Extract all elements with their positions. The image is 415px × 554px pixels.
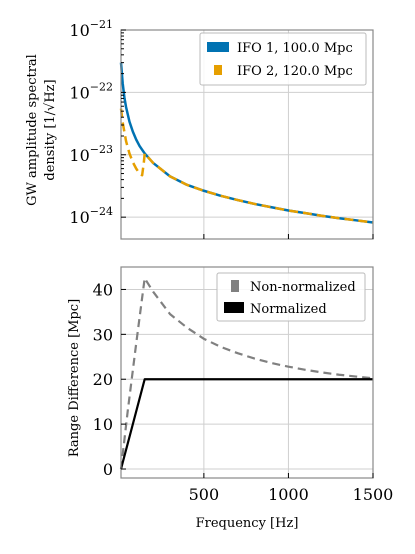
psd-y-axis-label: GW amplitude spectral density [1/√Hz] [25,54,58,206]
range-x-tick-label-0: 500 [189,485,220,504]
range-plot-frame [120,266,374,479]
psd-y-tick-label-1: 10−22 [69,80,113,102]
range-y-tick-label-2: 20 [93,370,113,389]
psd-y-axis-label-line1: GW amplitude spectral [25,54,40,206]
psd-legend-swatch-ifo1 [207,42,229,52]
range-legend-label-nonnorm: Non-normalized [250,280,356,295]
range-y-tick-label-4: 40 [93,280,113,299]
range-ticks: 500 1000 1500 0 10 20 30 40 [93,280,394,504]
range-y-axis-label: Range Difference [Mpc] [67,299,82,457]
range-x-tick-label-1: 1000 [268,485,309,504]
range-legend-label-norm: Normalized [250,302,327,317]
psd-series-line-1 [119,62,374,224]
range-legend-swatch-nonnorm [231,280,239,292]
psd-plot-frame [120,29,374,240]
psd-y-tick-label-2: 10−23 [69,143,113,165]
psd-panel: 10−21 10−22 10−23 10−24 GW amplitude spectr… [25,18,374,240]
psd-y-axis-label-line2: density [1/√Hz] [43,79,58,180]
range-panel: 500 1000 1500 0 10 20 30 40 Range Difference [M… [67,266,394,531]
psd-y-tick-label-0: 10−21 [69,18,113,40]
psd-legend: IFO 1, 100.0 Mpc IFO 2, 120.0 Mpc [199,32,367,86]
psd-series [119,62,374,224]
range-y-tick-label-0: 0 [103,460,113,479]
range-legend-box [216,272,366,322]
psd-series-line-2 [119,108,374,224]
range-series [119,277,374,470]
range-y-tick-label-3: 30 [93,325,113,344]
psd-legend-box [199,32,367,86]
range-x-axis-label: Frequency [Hz] [196,516,299,531]
psd-legend-label-ifo2: IFO 2, 120.0 Mpc [237,64,353,79]
range-y-tick-label-1: 10 [93,415,113,434]
psd-ticks: 10−21 10−22 10−23 10−24 [69,18,374,239]
psd-y-tick-label-3: 10−24 [69,205,113,227]
psd-legend-label-ifo1: IFO 1, 100.0 Mpc [237,41,353,56]
range-legend-swatch-norm [224,302,244,313]
range-x-tick-label-2: 1500 [353,485,394,504]
range-series-line-2 [119,378,373,470]
range-series-line-1 [119,277,374,470]
psd-legend-swatch-ifo2 [214,65,222,75]
range-legend: Non-normalized Normalized [216,272,366,322]
